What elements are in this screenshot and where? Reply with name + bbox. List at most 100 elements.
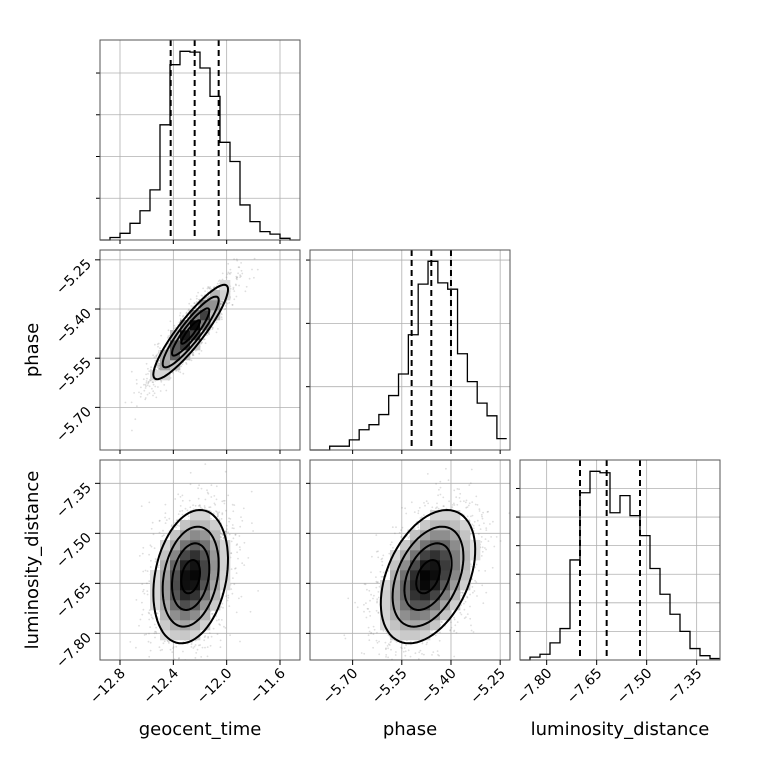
scatter-point — [227, 271, 230, 274]
scatter-point — [220, 619, 223, 621]
density-cell — [180, 320, 191, 331]
scatter-point — [144, 397, 147, 399]
scatter-point — [224, 307, 227, 310]
scatter-point — [211, 326, 214, 329]
scatter-point — [162, 642, 165, 645]
scatter-point — [143, 389, 146, 392]
scatter-point — [177, 513, 180, 515]
scatter-point — [204, 463, 207, 465]
scatter-point — [220, 312, 222, 315]
scatter-point — [221, 318, 223, 321]
scatter-point — [158, 520, 161, 522]
hist-panel-luminosity_distance — [516, 459, 721, 661]
scatter-point — [175, 370, 178, 372]
scatter-point — [185, 363, 188, 365]
scatter-point — [154, 630, 156, 633]
scatter-point — [208, 506, 211, 509]
scatter-point — [200, 350, 203, 352]
scatter-point — [146, 377, 148, 380]
scatter-point — [228, 272, 231, 275]
scatter-point — [233, 290, 236, 292]
density-cell — [210, 310, 221, 321]
scatter-point — [148, 580, 151, 582]
scatter-point — [206, 646, 209, 648]
scatter-point — [179, 314, 181, 317]
scatter-point — [211, 613, 214, 615]
scatter-point — [154, 560, 157, 563]
scatter-point — [181, 513, 184, 516]
scatter-point — [240, 595, 243, 598]
scatter-point — [158, 531, 161, 534]
scatter-point — [157, 362, 160, 365]
scatter-point — [157, 362, 160, 365]
scatter-point — [150, 366, 153, 369]
scatter-point — [238, 284, 241, 287]
scatter-point — [171, 651, 174, 653]
scatter-point — [152, 533, 155, 536]
scatter-point — [201, 646, 204, 649]
scatter-point — [185, 662, 187, 664]
scatter-point — [177, 370, 180, 373]
scatter-point — [220, 518, 223, 520]
density-cell — [200, 320, 211, 331]
scatter-point — [227, 531, 230, 534]
scatter-point — [141, 613, 144, 616]
scatter-point — [148, 501, 151, 504]
scatter-point — [162, 534, 165, 537]
scatter-point — [151, 387, 153, 390]
scatter-point — [217, 328, 219, 330]
histogram-phase — [310, 260, 507, 451]
scatter-point — [192, 354, 194, 357]
scatter-point — [219, 302, 222, 305]
scatter-point — [221, 272, 224, 275]
scatter-point — [222, 500, 225, 502]
contour-level-2 — [161, 295, 220, 369]
scatter-point — [206, 287, 209, 290]
scatter-point — [199, 506, 202, 509]
scatter-point — [205, 297, 208, 299]
scatter-point — [151, 381, 154, 383]
scatter-point — [181, 363, 184, 366]
scatter-point — [151, 616, 153, 619]
scatter-point — [207, 332, 210, 335]
scatter-point — [233, 258, 236, 260]
scatter-point — [229, 518, 232, 520]
scatter-point — [154, 343, 156, 346]
scatter-point — [221, 300, 224, 303]
scatter-point — [216, 515, 219, 518]
scatter-point — [215, 331, 218, 334]
scatter-point — [207, 637, 210, 639]
scatter-point — [148, 385, 151, 388]
scatter-point — [146, 582, 148, 585]
scatter-point — [221, 513, 224, 516]
scatter-point — [145, 373, 148, 376]
scatter-point — [155, 396, 158, 399]
scatter-point — [238, 597, 240, 600]
scatter-point — [207, 286, 210, 289]
scatter-point — [157, 386, 159, 388]
scatter-point — [233, 583, 236, 586]
scatter-point — [150, 559, 152, 562]
scatter-point — [224, 470, 227, 473]
scatter-point — [233, 298, 236, 301]
scatter-point — [145, 380, 148, 382]
scatter-point — [153, 356, 156, 359]
scatter-point — [192, 504, 195, 507]
scatter-point — [239, 276, 241, 278]
scatter-point — [202, 338, 205, 341]
scatter-point — [152, 354, 155, 357]
scatter-point — [195, 297, 198, 300]
scatter-point — [223, 308, 226, 311]
scatter-point — [152, 381, 155, 384]
scatter-point — [231, 527, 234, 529]
scatter-point — [164, 503, 167, 506]
scatter-point — [234, 567, 236, 570]
scatter-point — [213, 495, 216, 497]
scatter-point — [215, 510, 217, 513]
scatter-point — [152, 390, 155, 393]
scatter-point — [204, 298, 206, 300]
scatter-point — [157, 364, 160, 367]
scatter-point — [161, 648, 164, 651]
scatter-point — [187, 515, 190, 518]
scatter-point — [192, 354, 195, 356]
